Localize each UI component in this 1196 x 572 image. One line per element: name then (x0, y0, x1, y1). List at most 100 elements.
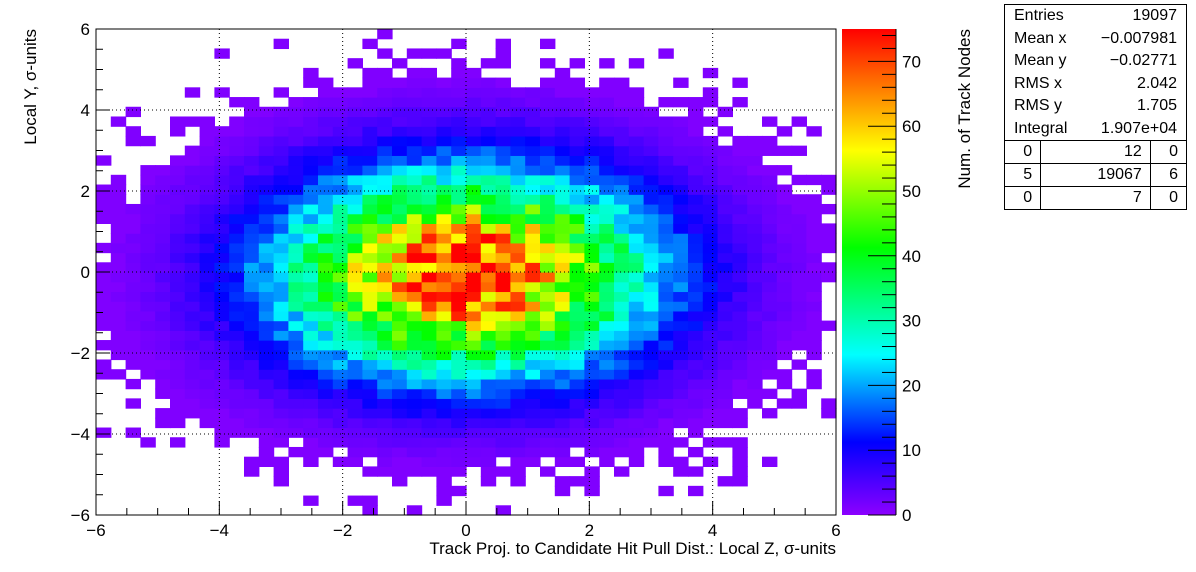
heatmap-cell (540, 97, 556, 108)
heatmap-cell (377, 126, 393, 137)
heatmap-cell (214, 145, 230, 156)
heatmap-cell (258, 378, 275, 390)
heatmap-cell (673, 359, 689, 370)
heatmap-cell (303, 174, 319, 186)
heatmap-cell (258, 291, 275, 302)
heatmap-cell (362, 340, 378, 351)
heatmap-cell (303, 349, 319, 361)
heatmap-cell (495, 398, 511, 409)
heatmap-cell (658, 388, 674, 399)
heatmap-cell (362, 262, 378, 273)
heatmap-cell (421, 213, 437, 224)
heatmap-cell (125, 349, 141, 361)
heatmap-cell (229, 116, 245, 127)
heatmap-cell (643, 378, 659, 390)
heatmap-cell (673, 135, 689, 147)
heatmap-cell (125, 203, 141, 215)
heatmap-cell (466, 87, 482, 98)
heatmap-cell (214, 398, 230, 409)
heatmap-cell (258, 320, 275, 331)
heatmap-cell (540, 116, 556, 127)
heatmap-cell (510, 213, 526, 224)
heatmap-cell (495, 116, 511, 127)
heatmap-cell (702, 330, 719, 341)
heatmap-cell (451, 213, 467, 224)
heatmap-cell (702, 135, 719, 147)
heatmap-cell (540, 388, 556, 399)
heatmap-cell (451, 466, 467, 477)
heatmap-cell (125, 310, 141, 322)
heatmap-cell (495, 505, 511, 516)
heatmap-cell (199, 203, 215, 215)
heatmap-cell (599, 340, 615, 351)
heatmap-cell (628, 87, 645, 98)
heatmap-cell (658, 233, 674, 244)
heatmap-cell (421, 155, 437, 166)
heatmap-cell (229, 165, 245, 176)
heatmap-cell (732, 369, 748, 380)
heatmap-cell (318, 291, 334, 302)
heatmap-cell (643, 388, 659, 399)
heatmap-cell (702, 281, 719, 293)
heatmap-cell (406, 233, 423, 244)
heatmap-cell (288, 233, 304, 244)
heatmap-cell (569, 233, 585, 244)
heatmap-cell (214, 349, 230, 361)
heatmap-cell (732, 330, 748, 341)
heatmap-cell (480, 97, 497, 108)
heatmap-cell (199, 330, 215, 341)
heatmap-cell (614, 340, 630, 351)
heatmap-cell (318, 320, 334, 331)
heatmap-cell (732, 213, 748, 224)
heatmap-cell (584, 281, 600, 293)
heatmap-cell (258, 203, 275, 215)
heatmap-cell (214, 340, 230, 351)
heatmap-cell (673, 398, 689, 409)
heatmap-cell (332, 184, 349, 195)
heatmap-cell (303, 165, 319, 176)
heatmap-cell (421, 252, 437, 263)
heatmap-cell (229, 223, 245, 234)
heatmap-cell (540, 233, 556, 244)
heatmap-cell (421, 67, 437, 79)
heatmap-cell (510, 87, 526, 98)
heatmap-cell (170, 281, 186, 293)
heatmap-cell (170, 184, 186, 195)
heatmap-cell (406, 97, 423, 108)
heatmap-cell (495, 48, 511, 59)
heatmap-cell (332, 233, 349, 244)
heatmap-cell (347, 252, 363, 263)
heatmap-cell (244, 378, 260, 390)
heatmap-cell (244, 165, 260, 176)
heatmap-cell (540, 408, 556, 419)
heatmap-cell (540, 398, 556, 409)
heatmap-cell (569, 359, 585, 370)
heatmap-cell (599, 203, 615, 215)
heatmap-cell (732, 281, 748, 293)
heatmap-cell (466, 291, 482, 302)
heatmap-cell (406, 165, 423, 176)
heatmap-cell (584, 417, 600, 429)
stat-value: 1.907e+04 (1100, 119, 1177, 137)
heatmap-cell (599, 58, 615, 69)
heatmap-cell (540, 38, 556, 50)
heatmap-cell (495, 174, 511, 186)
heatmap-cell (332, 135, 349, 147)
heatmap-cell (762, 456, 778, 467)
heatmap-cell (702, 378, 719, 390)
heatmap-cell (569, 378, 585, 390)
heatmap-cell (732, 340, 748, 351)
heatmap-cell (288, 203, 304, 215)
heatmap-cell (303, 272, 319, 283)
heatmap-cell (510, 330, 526, 341)
heatmap-cell (673, 223, 689, 234)
counts-cell: 12 (1040, 140, 1151, 164)
heatmap-cell (377, 194, 393, 205)
stats-box: Entries 19097 Mean x −0.007981 Mean y −0.02… (1004, 4, 1187, 210)
heatmap-cell (214, 252, 230, 263)
stat-mean-x: Mean x −0.007981 (1005, 28, 1186, 51)
counts-row: 0 7 0 (1005, 186, 1186, 209)
heatmap-cell (688, 427, 704, 438)
stat-value: 2.042 (1136, 74, 1177, 92)
heatmap-cell (451, 359, 467, 370)
